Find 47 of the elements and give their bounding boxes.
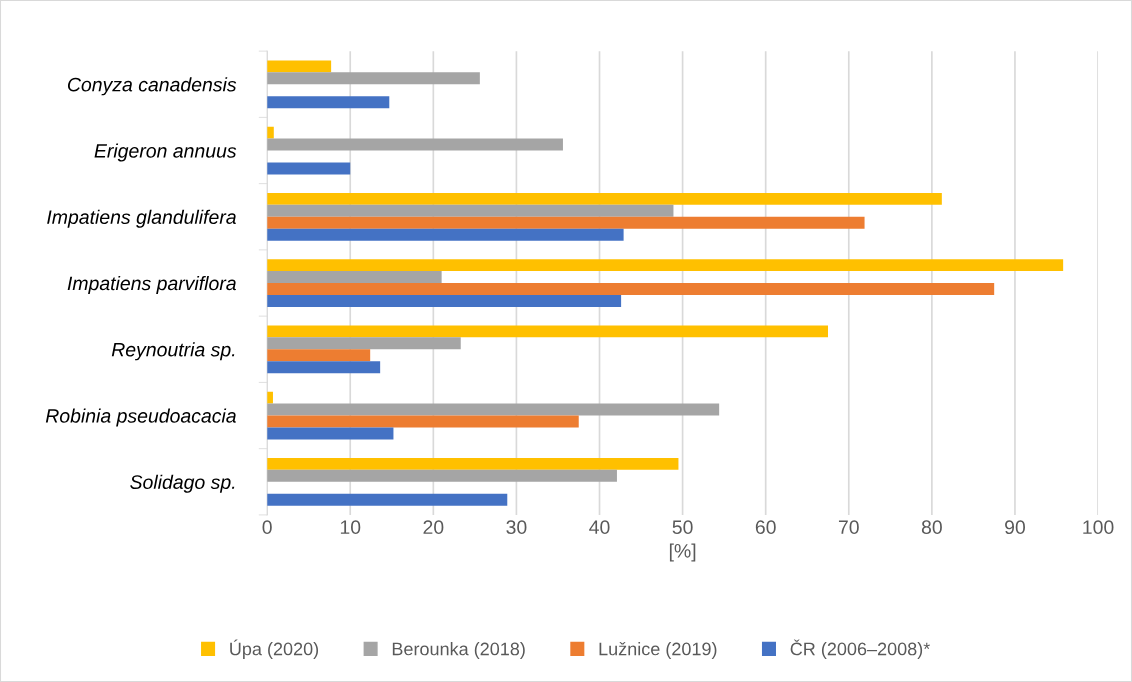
bar xyxy=(267,162,351,175)
bar xyxy=(267,294,622,307)
bar xyxy=(267,415,579,428)
bar xyxy=(267,361,381,374)
x-tick-label: 100 xyxy=(1083,520,1114,535)
x-tick-label: 0 xyxy=(262,520,272,535)
y-tick-label: Conyza canadensis xyxy=(67,77,237,96)
bar xyxy=(267,192,942,205)
legend-label: Lužnice (2019) xyxy=(599,642,717,659)
bar xyxy=(267,427,394,440)
bar xyxy=(267,403,720,416)
x-tick-label: 30 xyxy=(506,520,527,535)
y-tick-label: Impatiens parviflora xyxy=(67,275,236,295)
y-tick-label: Reynoutria sp. xyxy=(111,342,235,361)
bar xyxy=(267,337,461,350)
bar xyxy=(267,259,1064,272)
bar xyxy=(267,96,390,109)
y-tick-label: Robinia pseudoacacia xyxy=(45,408,236,427)
x-tick-label: 70 xyxy=(838,520,859,535)
x-tick-label: 10 xyxy=(340,520,361,535)
bar xyxy=(267,349,371,362)
bar xyxy=(267,283,995,295)
x-tick-label: 90 xyxy=(1005,520,1026,535)
bar xyxy=(267,216,865,229)
bar xyxy=(267,72,480,85)
x-tick-label: 60 xyxy=(755,520,776,535)
y-tick-label: Erigeron annuus xyxy=(94,143,237,162)
bar xyxy=(267,60,332,73)
bar xyxy=(267,271,442,284)
bar xyxy=(267,325,828,338)
legend-label: Úpa (2020) xyxy=(230,639,319,659)
bar xyxy=(267,138,563,151)
bar xyxy=(267,457,679,470)
bar xyxy=(267,493,508,506)
x-tick-label: 20 xyxy=(423,520,444,535)
x-axis-title: [%] xyxy=(669,543,696,562)
y-tick-label: Impatiens glandulifera xyxy=(47,209,236,228)
bar xyxy=(267,469,617,482)
legend-label: Berounka (2018) xyxy=(392,642,525,659)
y-tick-label: Solidago sp. xyxy=(130,474,235,493)
bar xyxy=(267,204,674,217)
x-tick-label: 40 xyxy=(589,520,610,535)
legend-label: ČR (2006–2008)* xyxy=(790,639,930,659)
x-tick-label: 80 xyxy=(921,520,942,535)
bar xyxy=(267,126,274,139)
bar xyxy=(267,228,624,241)
x-tick-label: 50 xyxy=(672,520,693,535)
